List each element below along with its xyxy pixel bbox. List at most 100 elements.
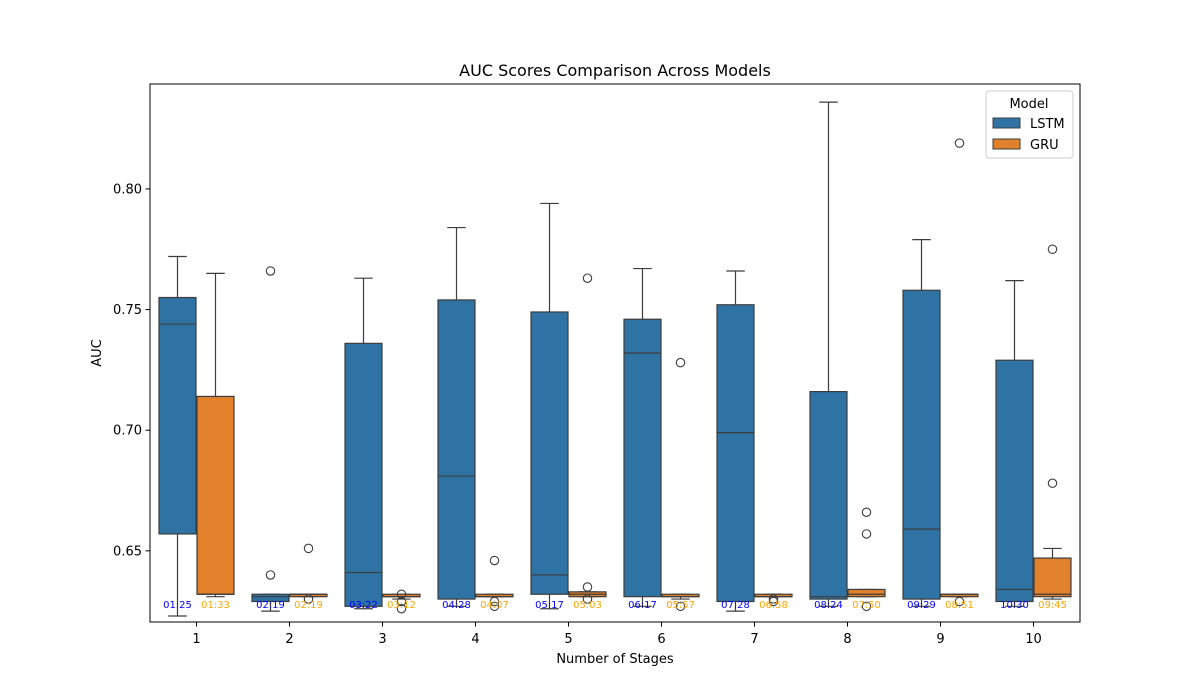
gru-outlier-point — [861, 507, 872, 517]
lstm-iqr-box — [995, 359, 1034, 603]
lstm-iqr-box — [158, 296, 197, 535]
legend-swatch-lstm — [992, 117, 1021, 129]
gru-time-label: 09:45 — [1038, 600, 1067, 611]
x-tick-label: 10 — [1025, 632, 1042, 647]
gru-outlier-point — [768, 594, 779, 604]
lstm-box-stage-7: 07:28 — [716, 270, 755, 612]
plot-area: 01:25 02:19 03:22 04:28 05:17 06:17 07:28 08:24… — [158, 101, 1072, 617]
gru-box-stage-10: 09:45 — [1033, 244, 1072, 611]
gru-time-label: 06:58 — [759, 600, 788, 611]
x-tick-label: 6 — [657, 632, 665, 647]
lstm-time-label: 02:19 — [256, 600, 285, 611]
gru-time-label: 05:03 — [573, 600, 602, 611]
gru-box-stage-8: 07:50 — [847, 507, 886, 612]
y-tick-label: 0.65 — [113, 544, 142, 559]
x-tick-label: 5 — [564, 632, 572, 647]
lstm-box-stage-5: 05:17 — [530, 202, 569, 611]
legend-title: Model — [1009, 97, 1048, 112]
legend: Model LSTM GRU — [985, 90, 1074, 159]
gru-iqr-box — [196, 395, 235, 595]
lstm-box-stage-3: 03:22 — [344, 277, 383, 611]
gru-outlier-point — [675, 601, 686, 612]
lstm-iqr-box — [809, 391, 848, 600]
gru-time-label: 05:57 — [666, 600, 695, 611]
gru-outlier-point — [489, 555, 500, 566]
x-tick-label: 9 — [936, 632, 944, 647]
x-tick-label: 4 — [471, 632, 479, 647]
gru-box-stage-1: 01:33 — [196, 272, 235, 611]
legend-swatch-gru — [992, 138, 1021, 150]
lstm-time-label: 01:25 — [163, 600, 192, 611]
gru-iqr-box — [847, 588, 886, 598]
gru-outlier-point — [396, 589, 407, 600]
gru-time-label: 03:12 — [387, 600, 416, 611]
gru-box-stage-5: 05:03 — [568, 273, 607, 611]
gru-outlier-point — [582, 582, 593, 592]
lstm-box-stage-8: 08:24 — [809, 101, 848, 611]
lstm-box-stage-6: 06:17 — [623, 267, 662, 611]
x-tick-label: 2 — [285, 632, 293, 647]
lstm-iqr-box — [530, 311, 569, 595]
gru-iqr-box — [1033, 557, 1072, 598]
gru-box-stage-7: 06:58 — [754, 593, 793, 611]
lstm-iqr-box — [437, 299, 476, 600]
lstm-time-label: 03:22 — [349, 600, 378, 611]
gru-outlier-point — [582, 273, 593, 283]
gru-outlier-point — [768, 596, 779, 607]
gru-time-label: 07:50 — [852, 600, 881, 611]
plot-frame — [149, 83, 1081, 623]
gru-time-label: 04:07 — [480, 600, 509, 611]
lstm-iqr-box — [251, 593, 290, 603]
gru-outlier-point — [861, 529, 872, 539]
legend-label-gru: GRU — [1030, 138, 1059, 153]
gru-box-stage-2: 02:19 — [289, 543, 328, 611]
gru-time-label: 08:51 — [945, 600, 974, 611]
lstm-iqr-box — [716, 304, 755, 603]
lstm-time-label: 07:28 — [721, 600, 750, 611]
gru-outlier-point — [1047, 244, 1058, 255]
lstm-time-label: 08:24 — [814, 600, 843, 611]
lstm-box-stage-10: 10:30 — [995, 280, 1034, 611]
y-tick-label: 0.80 — [113, 182, 142, 197]
lstm-box-stage-9: 09:29 — [902, 239, 941, 611]
legend-label-lstm: LSTM — [1030, 117, 1065, 132]
x-tick-label: 7 — [750, 632, 758, 647]
lstm-time-label: 05:17 — [535, 600, 564, 611]
axes: 1 2 3 4 5 6 7 8 9 10 0.65 0.70 0.75 0.80 — [113, 182, 1042, 647]
gru-outlier-point — [489, 601, 500, 612]
gru-outlier-point — [582, 594, 593, 604]
gru-box-stage-6: 05:57 — [661, 357, 700, 612]
y-axis-label: AUC — [90, 339, 105, 367]
lstm-box-stage-4: 04:28 — [437, 226, 476, 611]
lstm-box-stage-1: 01:25 — [158, 255, 197, 617]
chart-title: AUC Scores Comparison Across Models — [459, 61, 771, 80]
lstm-iqr-box — [902, 289, 941, 600]
y-tick-label: 0.70 — [113, 424, 142, 439]
gru-outlier-point — [303, 543, 314, 554]
x-axis-label: Number of Stages — [556, 652, 674, 667]
x-tick-label: 3 — [378, 632, 386, 647]
lstm-iqr-box — [344, 342, 383, 607]
x-tick-label: 1 — [192, 632, 200, 647]
gru-outlier-point — [396, 596, 407, 607]
lstm-time-label: 04:28 — [442, 600, 471, 611]
gru-outlier-point — [675, 357, 686, 368]
gru-outlier-point — [1047, 478, 1058, 489]
lstm-time-label: 09:29 — [907, 600, 936, 611]
lstm-outlier-point — [265, 266, 276, 276]
lstm-time-label: 06:17 — [628, 600, 657, 611]
gru-time-label: 02:19 — [294, 600, 323, 611]
lstm-time-label: 10:30 — [1000, 600, 1029, 611]
x-tick-label: 8 — [843, 632, 851, 647]
gru-box-stage-9: 08:51 — [940, 138, 979, 611]
gru-outlier-point — [489, 596, 500, 607]
gru-time-label: 01:33 — [201, 600, 230, 611]
gru-box-stage-4: 04:07 — [475, 555, 514, 612]
y-tick-label: 0.75 — [113, 303, 142, 318]
lstm-iqr-box — [623, 318, 662, 598]
gru-outlier-point — [303, 594, 314, 604]
gru-outlier-point — [954, 596, 965, 607]
gru-outlier-point — [861, 601, 872, 612]
lstm-box-stage-2: 02:19 — [251, 266, 290, 612]
